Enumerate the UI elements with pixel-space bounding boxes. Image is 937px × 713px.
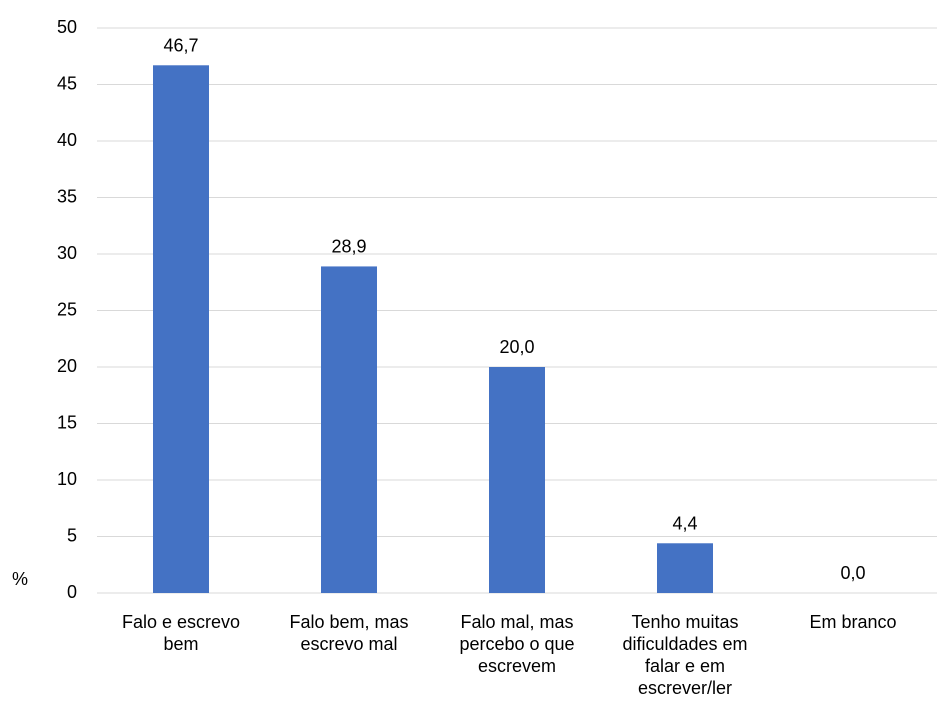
- data-label: 46,7: [163, 35, 198, 55]
- y-tick-label: 40: [57, 130, 77, 150]
- category-label-line: escrevo mal: [300, 634, 397, 654]
- category-label-line: Falo bem, mas: [289, 612, 408, 632]
- bar: [321, 266, 377, 593]
- y-tick-label: 10: [57, 469, 77, 489]
- bar: [489, 367, 545, 593]
- category-label-line: escrevem: [478, 656, 556, 676]
- data-label: 4,4: [672, 513, 697, 533]
- category-label-line: Em branco: [809, 612, 896, 632]
- data-label: 28,9: [331, 236, 366, 256]
- category-label-line: Tenho muitas: [631, 612, 738, 632]
- bars: [153, 65, 713, 594]
- category-label: Em branco: [809, 612, 896, 632]
- category-label-line: falar e em: [645, 656, 725, 676]
- bar: [153, 65, 209, 594]
- category-label-line: dificuldades em: [622, 634, 747, 654]
- category-label-line: escrever/ler: [638, 678, 732, 698]
- data-label: 0,0: [840, 563, 865, 583]
- category-label-line: Falo e escrevo: [122, 612, 240, 632]
- category-label-line: Falo mal, mas: [460, 612, 573, 632]
- y-tick-label: 20: [57, 356, 77, 376]
- category-label-line: bem: [163, 634, 198, 654]
- category-label-line: percebo o que: [459, 634, 574, 654]
- y-tick-label: 5: [67, 525, 77, 545]
- y-tick-label: 30: [57, 243, 77, 263]
- data-labels: 46,7 28,9 20,0 4,4 0,0: [163, 35, 865, 583]
- y-tick-label: 25: [57, 299, 77, 319]
- y-axis-unit-label: %: [12, 569, 28, 589]
- category-label: Falo e escrevo bem: [122, 612, 240, 654]
- y-axis-ticks: 0 5 10 15 20 25 30 35 40 45 50: [57, 17, 77, 602]
- category-label: Tenho muitas dificuldades em falar e em esc…: [622, 612, 747, 698]
- category-labels: Falo e escrevo bem Falo bem, mas escrevo ma…: [122, 612, 897, 698]
- y-tick-label: 15: [57, 412, 77, 432]
- category-label: Falo bem, mas escrevo mal: [289, 612, 408, 654]
- y-tick-label: 45: [57, 73, 77, 93]
- y-tick-label: 50: [57, 17, 77, 37]
- data-label: 20,0: [499, 337, 534, 357]
- y-tick-label: 35: [57, 186, 77, 206]
- category-label: Falo mal, mas percebo o que escrevem: [459, 612, 574, 676]
- bar: [657, 543, 713, 593]
- y-tick-label: 0: [67, 582, 77, 602]
